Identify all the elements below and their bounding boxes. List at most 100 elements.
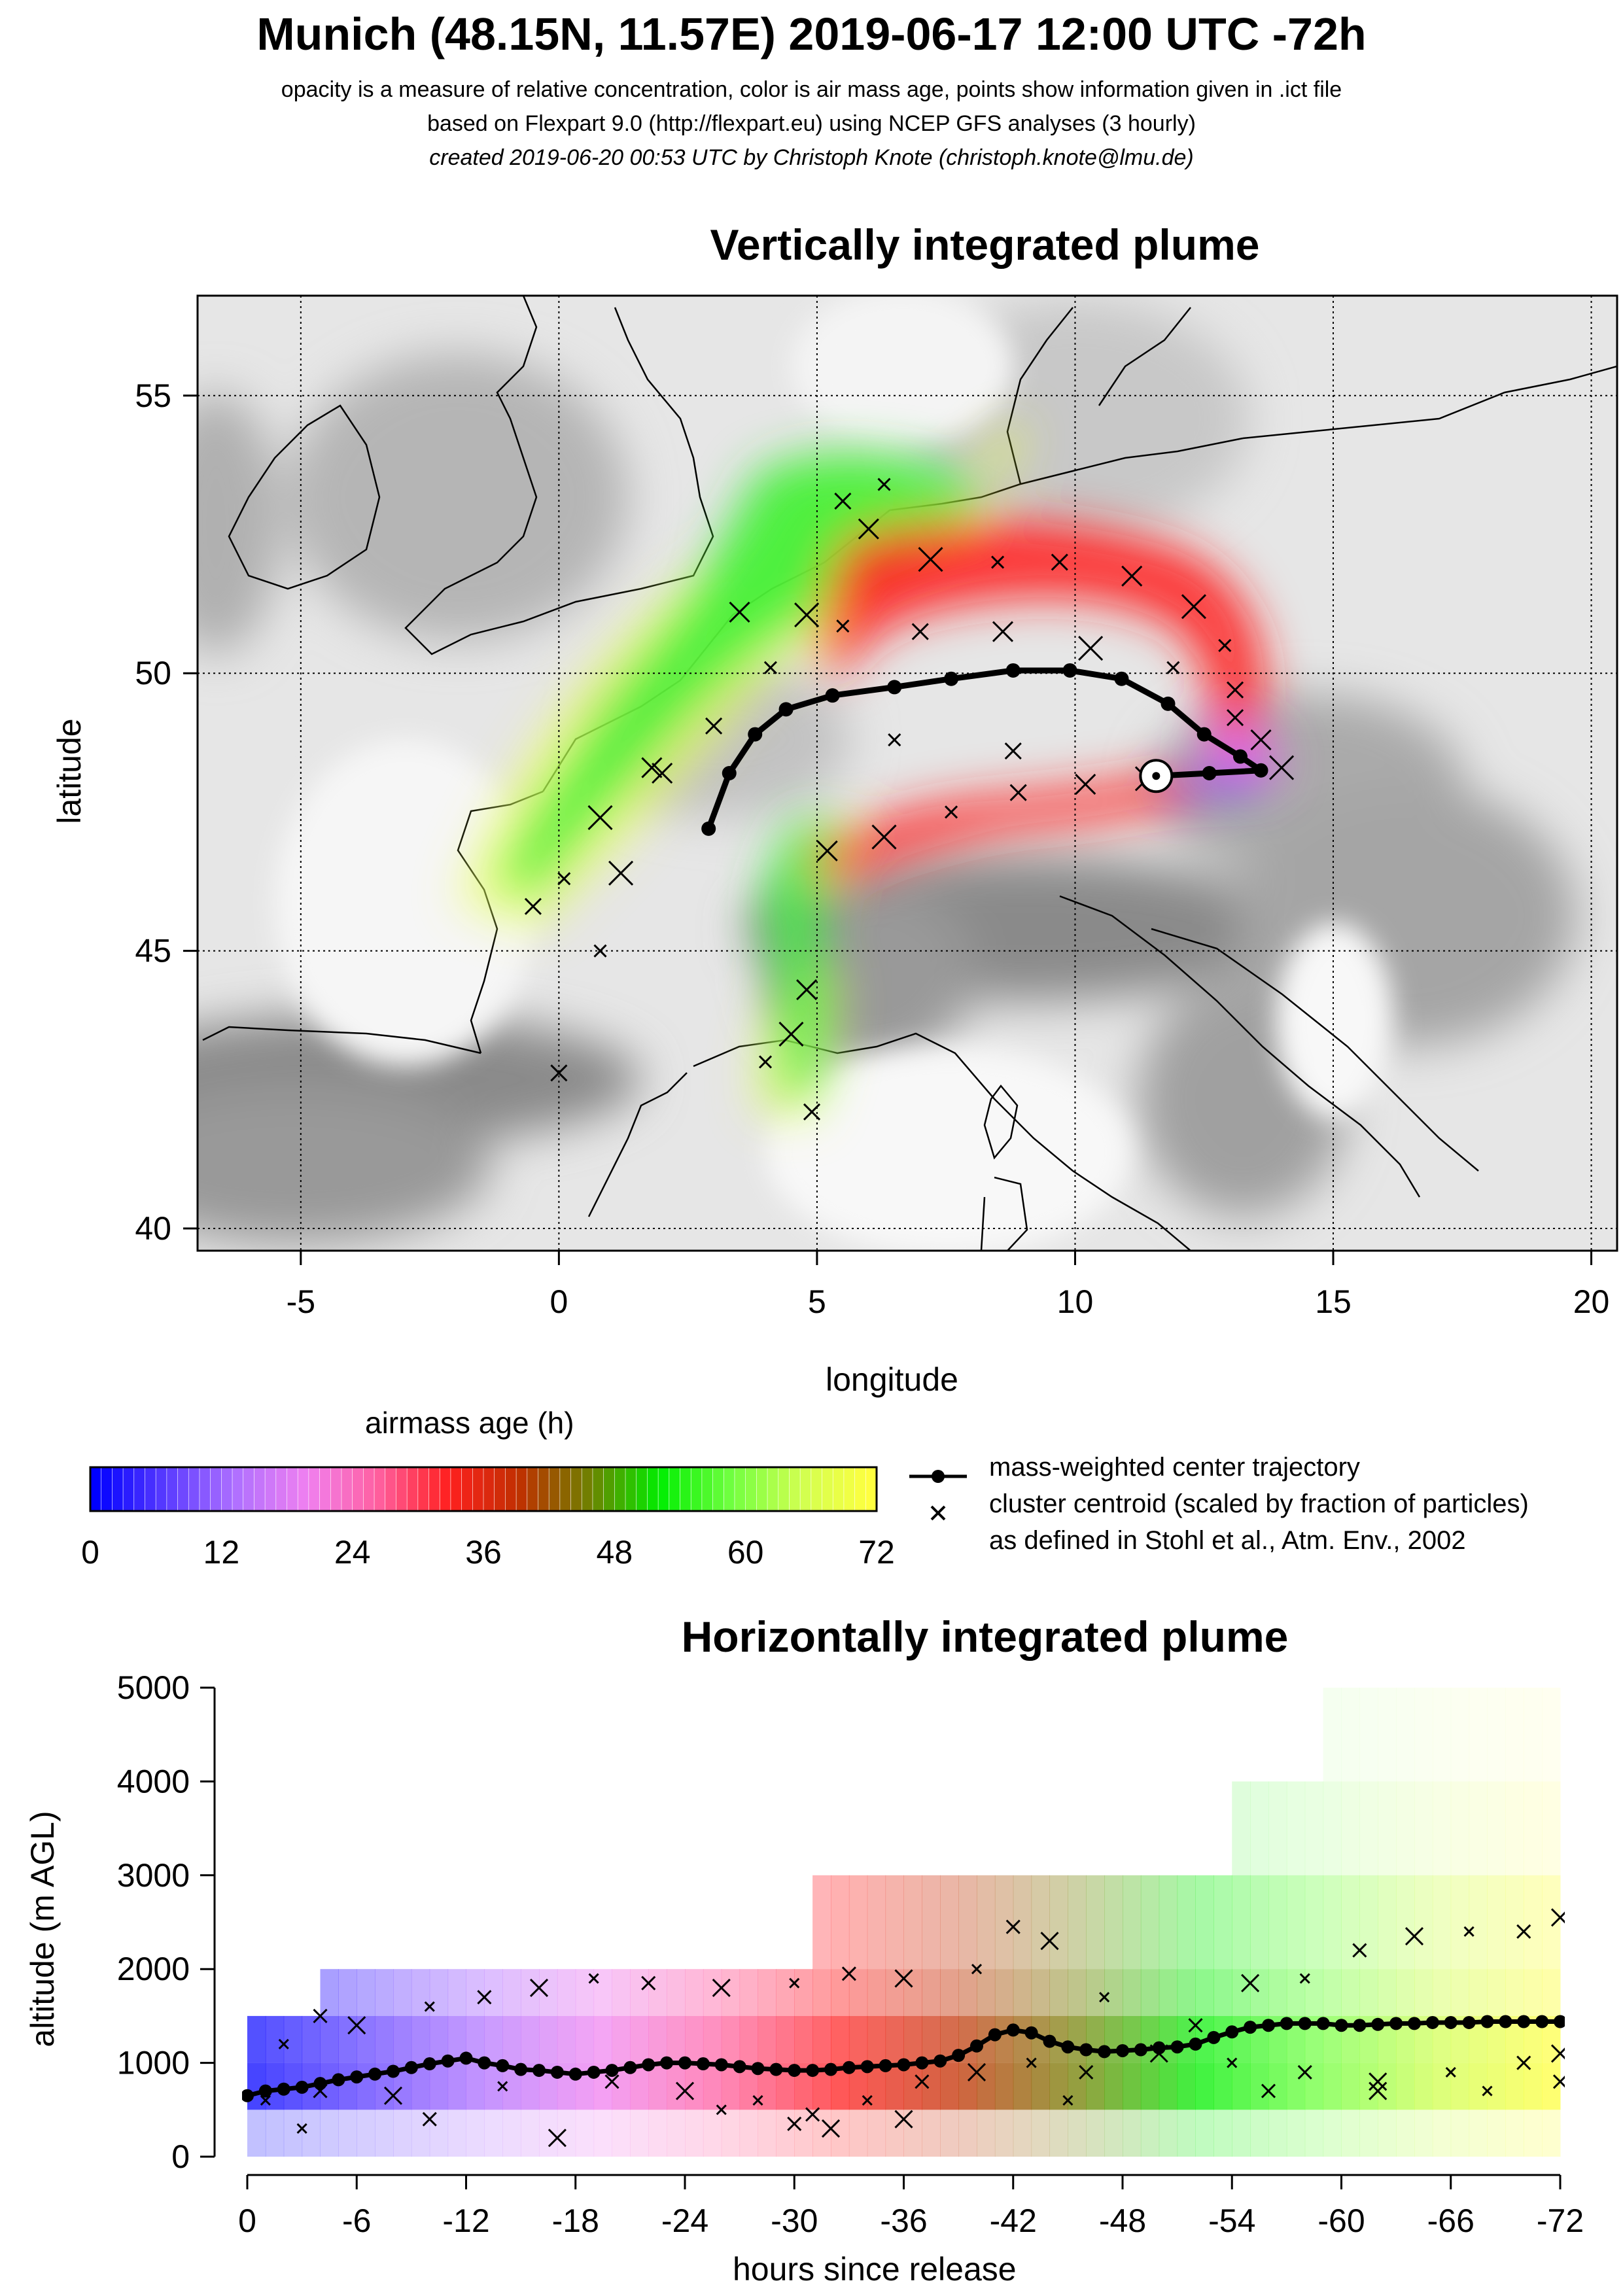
- profile-cell: [1195, 1969, 1214, 2016]
- profile-cell: [1031, 2110, 1050, 2157]
- colorbar-segment: [210, 1467, 222, 1512]
- profile-cell: [1268, 2110, 1287, 2157]
- colorbar-segment: [188, 1467, 200, 1512]
- profile-plot-area: [242, 1688, 1565, 2157]
- profile-cell: [630, 2015, 649, 2063]
- coast-spain-east: [587, 1072, 688, 1217]
- profile-cell: [593, 1969, 612, 2016]
- colorbar-segment: [450, 1467, 462, 1512]
- profile-trajectory-point: [934, 2054, 947, 2068]
- profile-cell: [1232, 1875, 1251, 1970]
- profile-trajectory-point: [387, 2064, 400, 2078]
- subtitle-line-2: based on Flexpart 9.0 (http://flexpart.e…: [427, 111, 1196, 136]
- profile-trajectory-point: [1134, 2043, 1147, 2057]
- terrain-britain: [288, 353, 628, 641]
- colorbar-segment: [363, 1467, 375, 1512]
- profile-cell: [648, 2015, 667, 2063]
- profile-cell: [994, 1875, 1014, 1970]
- profile-centroid-cross: [1369, 2072, 1387, 2091]
- profile-cell: [320, 1969, 339, 2016]
- profile-cell: [1232, 1969, 1251, 2016]
- profile-cell: [630, 2110, 649, 2157]
- profile-centroid-cross: [424, 2001, 435, 2012]
- profile-centroid-cross: [604, 2074, 620, 2089]
- profile-cell: [447, 1969, 466, 2016]
- profile-cell: [1159, 1875, 1178, 1970]
- profile-trajectory-point: [258, 2084, 272, 2098]
- map-centroid-cross: [1218, 638, 1232, 652]
- profile-centroid-cross: [1550, 2044, 1565, 2063]
- profile-cell: [1068, 1969, 1087, 2016]
- profile-center-trajectory: [242, 2015, 1565, 2102]
- profile-cell: [1286, 1781, 1306, 1875]
- profile-cell: [940, 2062, 959, 2110]
- map-centroid-cross: [803, 1103, 821, 1121]
- profile-cell: [1432, 1969, 1452, 2016]
- profile-cell: [1414, 1781, 1433, 1875]
- profile-cell: [1013, 2015, 1032, 2063]
- profile-cell: [1414, 1688, 1433, 1782]
- profile-cell: [1250, 2110, 1269, 2157]
- profile-trajectory-point: [459, 2051, 473, 2065]
- profile-cell: [1487, 1969, 1506, 2016]
- profile-cell: [575, 2110, 595, 2157]
- map-centroid-cross: [763, 661, 777, 674]
- profile-cell: [1177, 2062, 1196, 2110]
- colorbar-tick-label: 72: [858, 1534, 895, 1571]
- profile-cell: [1432, 2110, 1452, 2157]
- profile-cell: [375, 2110, 394, 2157]
- profile-xtick-label: -42: [990, 2202, 1037, 2239]
- colorbar-segment: [712, 1467, 725, 1512]
- profile-xtick-label: -66: [1427, 2202, 1475, 2239]
- profile-cell: [1414, 1969, 1433, 2016]
- profile-cell: [411, 2015, 430, 2063]
- profile-cell: [1304, 1875, 1324, 1970]
- profile-cell: [1013, 1969, 1032, 2016]
- profile-cell: [429, 2015, 449, 2063]
- profile-cell: [1432, 1875, 1452, 1970]
- profile-cell: [1450, 1969, 1470, 2016]
- profile-cell: [1068, 2110, 1087, 2157]
- legend: mass-weighted center trajectory cluster …: [989, 1449, 1529, 1559]
- profile-centroid-cross: [1516, 2055, 1531, 2070]
- profile-cell: [1378, 1875, 1397, 1970]
- map-centroid-cross: [652, 762, 673, 784]
- profile-cell: [812, 1875, 831, 1970]
- profile-cell: [1323, 1875, 1342, 1970]
- profile-cell: [1505, 1688, 1524, 1782]
- profile-cell: [1396, 1688, 1415, 1782]
- profile-cell: [903, 2110, 922, 2157]
- profile-cell: [1232, 1781, 1251, 1875]
- profile-cell: [1487, 1781, 1506, 1875]
- profile-cell: [1123, 1875, 1142, 1970]
- profile-centroid-cross: [1062, 2095, 1073, 2106]
- profile-cell: [521, 2110, 540, 2157]
- coast-corsica: [983, 1084, 1019, 1160]
- profile-cell: [1049, 2110, 1068, 2157]
- profile-cell: [1505, 1969, 1524, 2016]
- map-panel-title: Vertically integrated plume: [710, 220, 1260, 269]
- profile-cell: [1232, 2110, 1251, 2157]
- main-title: Munich (48.15N, 11.57E) 2019-06-17 12:00…: [256, 9, 1367, 60]
- plume-blue: [1178, 772, 1263, 793]
- coast-baltic: [1242, 365, 1617, 440]
- coast-great-britain: [404, 296, 714, 655]
- profile-cell: [776, 1969, 795, 2016]
- profile-cell: [557, 1969, 576, 2016]
- profile-xtick-label: -60: [1318, 2202, 1365, 2239]
- map-centroid-cross: [524, 897, 542, 915]
- colorbar-tick-label: 0: [81, 1534, 99, 1571]
- profile-xtick-label: -48: [1099, 2202, 1146, 2239]
- profile-trajectory-point: [897, 2058, 911, 2072]
- profile-cell: [1341, 2062, 1360, 2110]
- profile-trajectory-point: [496, 2059, 510, 2072]
- profile-centroid-cross: [1261, 2083, 1276, 2098]
- profile-centroid-cross: [1241, 1974, 1260, 1992]
- profile-cell: [1323, 1688, 1342, 1782]
- profile-cell: [885, 1875, 904, 1970]
- profile-cell: [703, 2110, 722, 2157]
- profile-xlabel: hours since release: [733, 2251, 1017, 2287]
- profile-cell: [1378, 1969, 1397, 2016]
- profile-cell: [612, 2110, 631, 2157]
